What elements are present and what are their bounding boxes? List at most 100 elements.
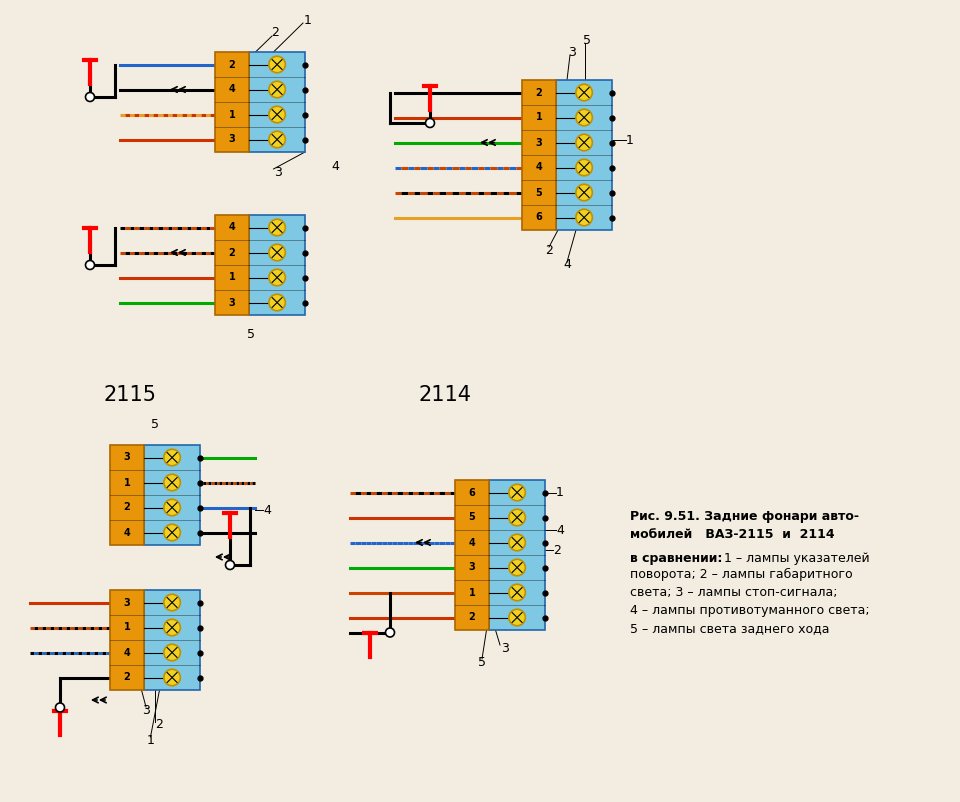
Circle shape (576, 109, 592, 126)
Circle shape (164, 669, 180, 686)
Text: 5: 5 (536, 188, 542, 197)
Circle shape (576, 134, 592, 151)
Bar (250, 52, 305, 152)
Text: 2: 2 (156, 719, 163, 731)
Text: 1: 1 (228, 110, 235, 119)
Circle shape (269, 56, 285, 73)
Text: 6: 6 (468, 488, 475, 497)
Text: 6: 6 (536, 213, 542, 222)
Text: 5: 5 (478, 655, 486, 669)
Text: 1: 1 (468, 588, 475, 597)
Text: 1: 1 (147, 734, 155, 747)
Text: 5: 5 (583, 34, 591, 47)
Text: 4: 4 (263, 504, 271, 516)
Bar (144, 590, 200, 690)
Text: 4: 4 (468, 537, 475, 548)
Text: 3: 3 (501, 642, 509, 654)
Text: 3: 3 (228, 135, 235, 144)
Text: 2: 2 (124, 503, 131, 512)
Text: 1: 1 (536, 112, 542, 123)
Text: 1: 1 (124, 477, 131, 488)
Text: 4: 4 (556, 524, 564, 537)
Text: 4: 4 (228, 84, 235, 95)
Text: 1 – лампы указателей: 1 – лампы указателей (720, 552, 870, 565)
Circle shape (509, 584, 525, 601)
Text: 1: 1 (228, 273, 235, 282)
Circle shape (576, 209, 592, 225)
Bar (522, 80, 556, 230)
Bar (110, 590, 144, 690)
Circle shape (269, 81, 285, 98)
Text: 1: 1 (304, 14, 312, 26)
Circle shape (164, 644, 180, 661)
Text: 1: 1 (556, 486, 564, 499)
Circle shape (269, 132, 285, 148)
Circle shape (269, 106, 285, 123)
Circle shape (576, 184, 592, 200)
Bar (250, 215, 305, 315)
Text: в сравнении:: в сравнении: (630, 552, 722, 565)
Text: 2: 2 (228, 59, 235, 70)
Text: 1: 1 (124, 622, 131, 633)
Circle shape (164, 500, 180, 516)
Circle shape (386, 628, 395, 637)
Circle shape (269, 219, 285, 236)
Text: 4: 4 (331, 160, 339, 173)
Bar (490, 480, 545, 630)
Circle shape (164, 449, 180, 466)
Bar (110, 445, 144, 545)
Circle shape (509, 610, 525, 626)
Text: 4: 4 (228, 222, 235, 233)
Circle shape (164, 525, 180, 541)
Text: 3: 3 (228, 298, 235, 307)
Text: 2: 2 (271, 26, 279, 39)
Text: 4: 4 (536, 163, 542, 172)
Text: 4: 4 (124, 647, 131, 658)
Text: 5: 5 (468, 512, 475, 522)
Circle shape (85, 261, 94, 269)
Text: 3: 3 (124, 452, 131, 463)
Circle shape (425, 119, 435, 128)
Text: 2114: 2114 (419, 385, 471, 405)
Circle shape (509, 484, 525, 500)
Circle shape (226, 561, 234, 569)
Text: 1: 1 (626, 133, 634, 147)
Text: 3: 3 (468, 562, 475, 573)
Text: 2: 2 (124, 673, 131, 683)
Text: 3: 3 (274, 165, 282, 179)
Circle shape (56, 703, 64, 712)
Bar (556, 80, 612, 230)
Bar (215, 52, 250, 152)
Circle shape (509, 509, 525, 526)
Circle shape (509, 559, 525, 576)
Text: Рис. 9.51. Задние фонари авто-
мобилей   ВАЗ-2115  и  2114: Рис. 9.51. Задние фонари авто- мобилей В… (630, 510, 859, 541)
Text: 5: 5 (247, 329, 255, 342)
Text: 2: 2 (468, 613, 475, 622)
Text: 2: 2 (228, 248, 235, 257)
Circle shape (576, 84, 592, 101)
Circle shape (164, 594, 180, 611)
Bar (144, 445, 200, 545)
Text: 2: 2 (536, 87, 542, 98)
Text: 5: 5 (151, 419, 159, 431)
Text: 2: 2 (553, 544, 561, 557)
Circle shape (269, 269, 285, 286)
Text: 3: 3 (536, 137, 542, 148)
Bar (215, 215, 250, 315)
Circle shape (269, 245, 285, 261)
Text: 4: 4 (124, 528, 131, 537)
Circle shape (509, 534, 525, 551)
Text: поворота; 2 – лампы габаритного
света; 3 – лампы стоп-сигнала;
4 – лампы противо: поворота; 2 – лампы габаритного света; 3… (630, 568, 870, 635)
Circle shape (576, 160, 592, 176)
Circle shape (164, 474, 180, 491)
Text: 4: 4 (564, 258, 571, 272)
Circle shape (164, 619, 180, 636)
Text: 3: 3 (142, 703, 150, 716)
Circle shape (269, 294, 285, 310)
Text: 2115: 2115 (104, 385, 156, 405)
Text: 2: 2 (545, 244, 553, 257)
Bar (455, 480, 490, 630)
Text: 3: 3 (568, 46, 576, 59)
Text: 3: 3 (124, 597, 131, 607)
Circle shape (85, 92, 94, 102)
